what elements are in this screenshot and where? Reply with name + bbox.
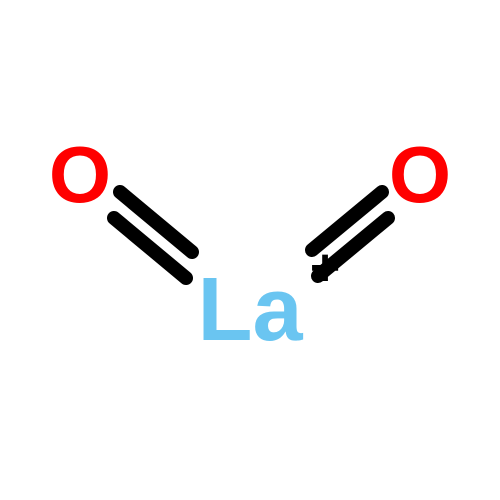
atom-oxygen-left: O [49, 135, 111, 215]
bond-layer [0, 0, 500, 500]
atom-oxygen-right: O [389, 135, 451, 215]
charge-plus: + [310, 242, 340, 294]
bond-line [120, 192, 192, 252]
atom-lanthanum: La [197, 265, 302, 355]
bond-line [114, 218, 186, 278]
molecule-canvas: O O La + [0, 0, 500, 500]
